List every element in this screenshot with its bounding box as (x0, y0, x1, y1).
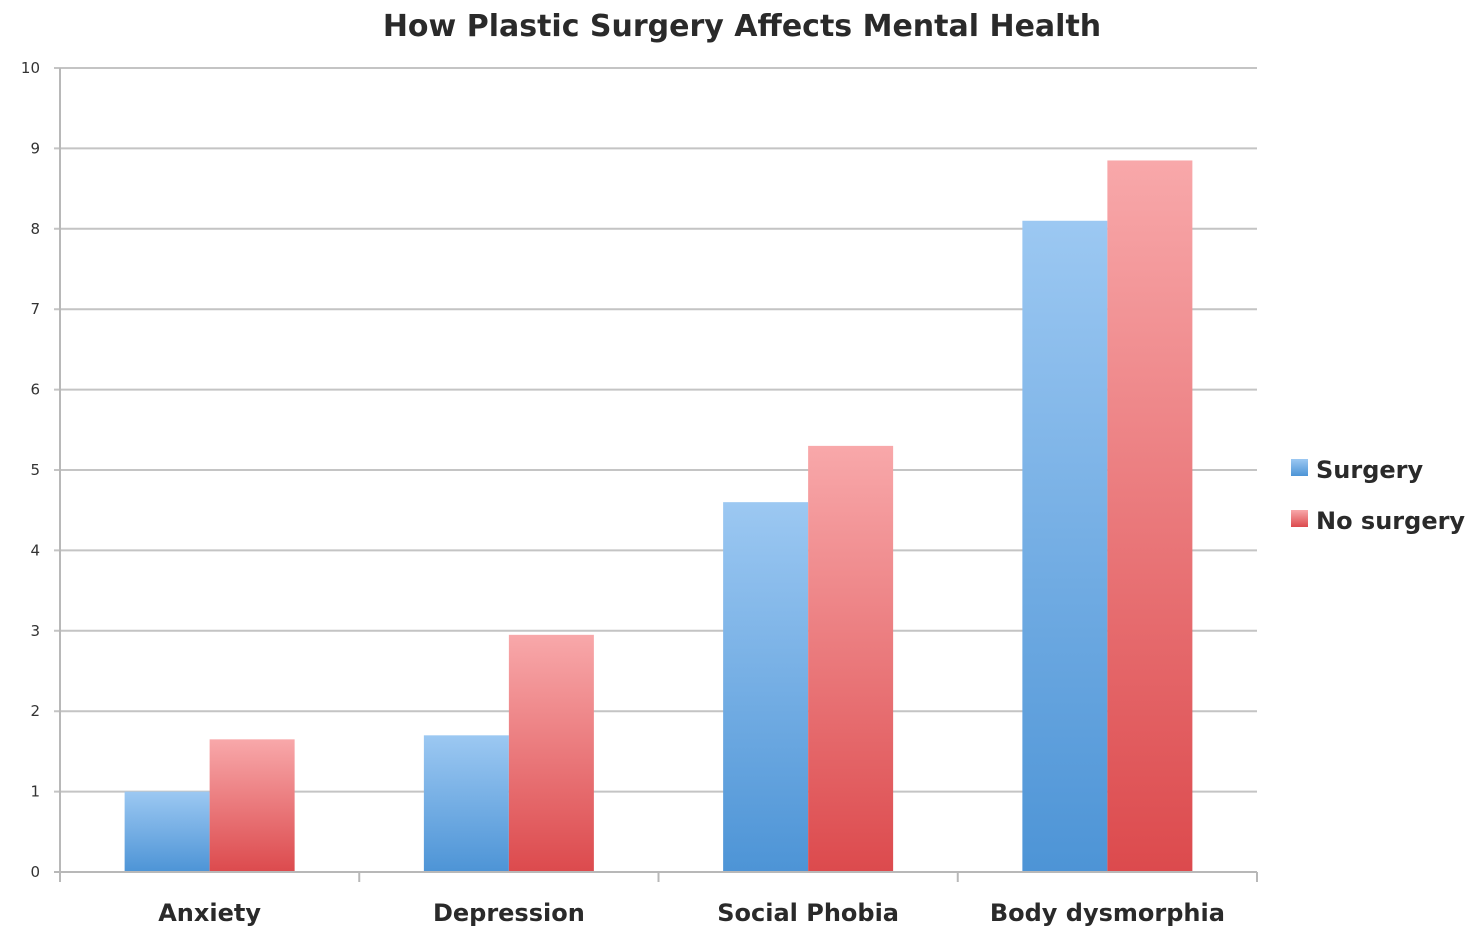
legend-swatch-surgery (1291, 459, 1308, 476)
y-tick-label: 1 (30, 783, 40, 801)
legend-swatch-no-surgery (1291, 510, 1308, 527)
x-tick-label: Anxiety (158, 899, 261, 927)
bar-surgery-anxiety (124, 791, 210, 872)
y-tick-label: 2 (30, 702, 40, 720)
y-tick-label: 5 (30, 461, 40, 479)
y-tick-label: 10 (21, 59, 40, 77)
legend-label: No surgery (1316, 507, 1465, 535)
bar-surgery-body-dysmorphia (1022, 220, 1108, 872)
bar-no-surgery-body-dysmorphia (1107, 160, 1193, 872)
y-tick-label: 7 (30, 300, 40, 318)
y-tick-label: 8 (30, 220, 40, 238)
bar-no-surgery-anxiety (209, 739, 295, 872)
x-tick-label: Depression (433, 899, 585, 927)
x-tick-label: Social Phobia (717, 899, 899, 927)
y-tick-label: 3 (30, 622, 40, 640)
bar-surgery-social-phobia (723, 502, 809, 872)
y-tick-label: 6 (30, 381, 40, 399)
y-tick-label: 4 (30, 541, 40, 559)
chart-title: How Plastic Surgery Affects Mental Healt… (383, 9, 1101, 44)
bars (124, 160, 1193, 872)
bar-surgery-depression (423, 735, 509, 872)
y-tick-label: 0 (30, 863, 40, 881)
bar-no-surgery-social-phobia (808, 445, 894, 872)
y-tick-label: 9 (30, 139, 40, 157)
x-tick-label: Body dysmorphia (990, 899, 1225, 927)
legend-label: Surgery (1316, 456, 1424, 484)
bar-no-surgery-depression (508, 634, 594, 872)
legend: Surgery No surgery (1291, 456, 1465, 535)
axes: 0 1 2 3 4 5 6 7 8 9 10 Anxiety Depression Social Phob… (21, 59, 1258, 927)
